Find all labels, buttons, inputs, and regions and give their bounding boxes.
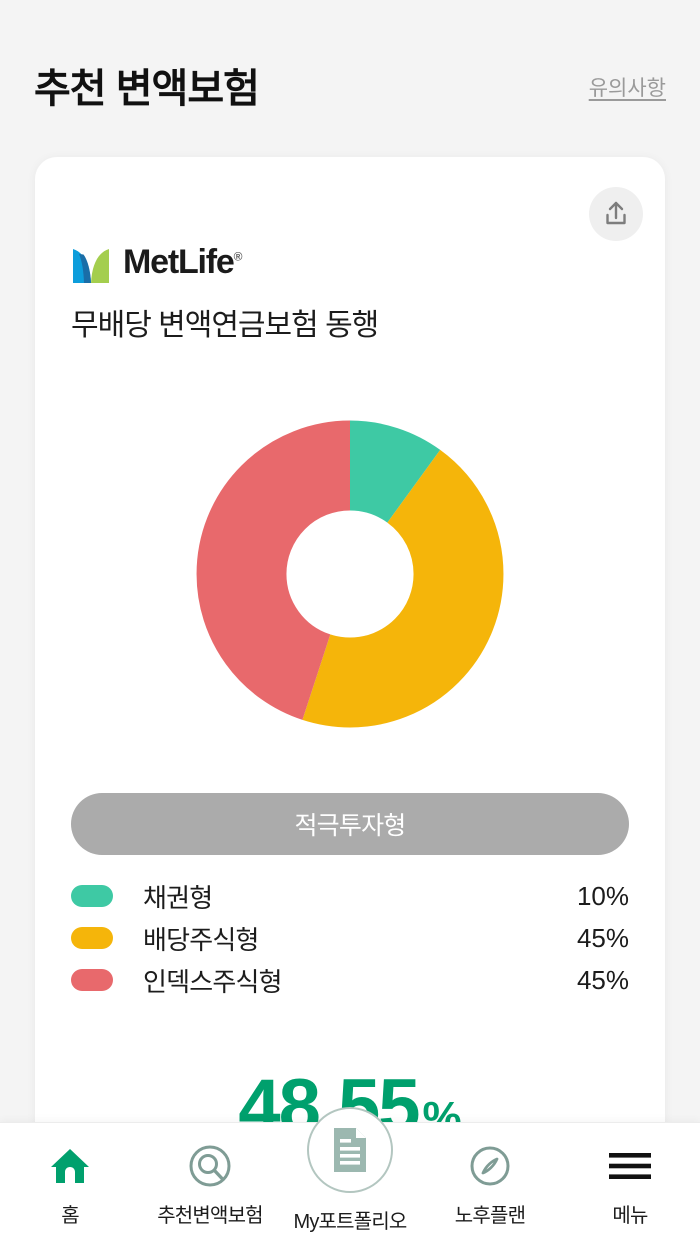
donut-slice-dividend-equity — [196, 420, 504, 728]
page-title: 추천 변액보험 — [34, 67, 260, 111]
brand-wordmark: MetLife® — [123, 242, 243, 282]
nav-label: 메뉴 — [612, 1205, 648, 1227]
legend-row: 배당주식형 45% — [71, 917, 629, 959]
registered-mark: ® — [233, 249, 243, 264]
hamburger-menu-icon — [607, 1141, 653, 1191]
share-upload-icon — [606, 201, 626, 225]
legend-swatch-bond — [71, 885, 113, 907]
brand-row: MetLife® — [71, 239, 243, 285]
share-button[interactable] — [589, 187, 643, 241]
search-ring-icon — [186, 1141, 234, 1191]
document-icon — [307, 1107, 393, 1193]
compass-icon — [466, 1141, 514, 1191]
allocation-legend: 채권형 10% 배당주식형 45% 인덱스주식형 45% — [71, 875, 629, 1001]
nav-item-home[interactable]: 홈 — [0, 1123, 140, 1244]
page-header: 추천 변액보험 유의사항 — [0, 0, 700, 157]
metlife-logo-icon — [73, 249, 109, 283]
legend-label: 채권형 — [143, 882, 213, 913]
legend-value: 10% — [576, 880, 629, 911]
legend-label: 인덱스주식형 — [143, 966, 283, 997]
home-icon — [48, 1141, 92, 1191]
donut-slice-index-equity — [196, 420, 504, 728]
nav-item-retirement-plan[interactable]: 노후플랜 — [420, 1123, 560, 1244]
legend-value: 45% — [576, 964, 629, 995]
nav-label: 추천변액보험 — [157, 1205, 263, 1227]
legend-row: 채권형 10% — [71, 875, 629, 917]
allocation-donut-chart — [35, 419, 665, 729]
legend-swatch-index-equity — [71, 969, 113, 991]
legend-swatch-dividend-equity — [71, 927, 113, 949]
nav-label: 홈 — [61, 1205, 79, 1227]
brand-name: MetLife — [123, 242, 235, 281]
nav-label: 노후플랜 — [454, 1205, 526, 1227]
nav-item-my-portfolio[interactable]: My포트폴리오 — [280, 1107, 420, 1244]
legend-row: 인덱스주식형 45% — [71, 959, 629, 1001]
product-card: MetLife® 무배당 변액연금보험 동행 적극투자형 — [35, 157, 665, 1147]
nav-item-recommended-insurance[interactable]: 추천변액보험 — [140, 1123, 280, 1244]
notice-link[interactable]: 유의사항 — [588, 77, 666, 100]
legend-value: 45% — [576, 922, 629, 953]
nav-label: My포트폴리오 — [293, 1211, 407, 1233]
nav-item-menu[interactable]: 메뉴 — [560, 1123, 700, 1244]
investment-type-button[interactable]: 적극투자형 — [71, 793, 629, 855]
donut-svg — [196, 420, 504, 728]
legend-label: 배당주식형 — [143, 924, 259, 955]
bottom-navigation: 홈 추천변액보험 — [0, 1107, 700, 1244]
product-name: 무배당 변액연금보험 동행 — [71, 309, 379, 342]
